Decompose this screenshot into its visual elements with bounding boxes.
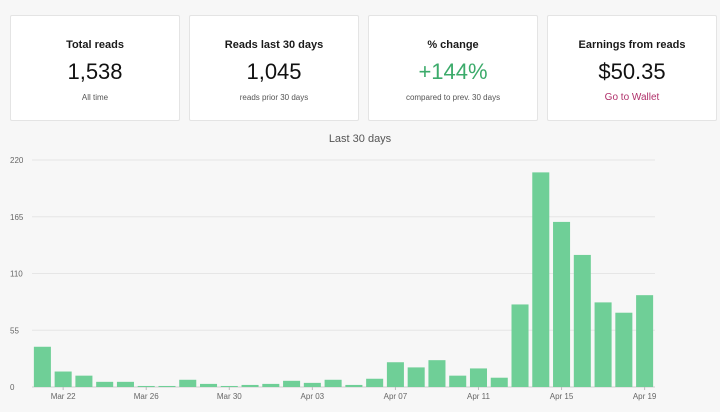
bar[interactable] [594,302,612,387]
bar[interactable] [75,375,93,387]
y-tick-label: 55 [10,326,19,335]
bar[interactable] [490,377,508,387]
bar[interactable] [449,375,467,387]
y-tick-label: 110 [10,270,23,279]
reads-last-30-days-card: Reads last 30 days 1,045 reads prior 30 … [189,15,359,121]
bar[interactable] [553,221,571,387]
bar[interactable] [407,367,425,387]
card-subtext: reads prior 30 days [239,93,309,102]
bar[interactable] [220,385,238,387]
total-reads-card: Total reads 1,538 All time [10,15,180,121]
card-value: 1,538 [67,59,123,84]
bar[interactable] [303,382,321,387]
x-tick-label: Mar 30 [217,392,242,401]
bar[interactable] [241,384,259,387]
bar[interactable] [636,295,654,387]
bar[interactable] [116,381,134,387]
bar[interactable] [54,371,72,387]
card-value: $50.35 [598,59,666,84]
bar[interactable] [324,379,342,387]
x-tick-label: Apr 07 [384,392,408,401]
bar[interactable] [262,383,280,387]
bar[interactable] [200,383,218,387]
card-value: 1,045 [246,59,302,84]
bar[interactable] [366,378,384,387]
card-label: % change [427,39,479,51]
y-tick-label: 220 [10,156,24,165]
bar[interactable] [283,380,301,387]
bar[interactable] [345,384,363,387]
x-tick-label: Mar 22 [51,392,76,401]
card-label: Total reads [66,39,124,51]
bar[interactable] [137,385,155,387]
y-tick-label: 0 [10,383,15,392]
card-subtext: compared to prev. 30 days [405,93,501,102]
bar[interactable] [33,346,51,387]
bar[interactable] [573,254,591,387]
bar[interactable] [511,304,529,387]
go-to-wallet-link[interactable]: Go to Wallet [604,92,660,103]
x-tick-label: Apr 19 [633,392,657,401]
chart-grid [32,159,655,388]
bar[interactable] [469,368,487,387]
bar[interactable] [428,360,446,387]
percent-change-card: % change +144% compared to prev. 30 days [368,15,538,121]
x-tick-label: Apr 15 [550,392,574,401]
card-label: Reads last 30 days [224,39,324,51]
bar[interactable] [532,172,550,387]
y-axis-labels: 0 55 110 165 220 [10,156,24,392]
earnings-card: Earnings from reads $50.35 Go to Wallet [547,15,717,121]
x-tick-label: Apr 11 [467,392,491,401]
card-value: +144% [418,59,488,84]
y-tick-label: 165 [10,213,24,222]
card-label: Earnings from reads [578,39,686,51]
reads-bar-chart: 0 55 110 165 220 Mar 22 Mar 26 Mar 30 Apr 03 Apr… [10,156,657,401]
bar[interactable] [158,385,176,387]
bar[interactable] [179,379,197,387]
chart-bars [33,172,654,387]
bar[interactable] [96,381,114,387]
x-axis-labels: Mar 22 Mar 26 Mar 30 Apr 03 Apr 07 Apr 11 Apr … [51,387,657,401]
bar[interactable] [386,362,404,387]
x-tick-label: Apr 03 [301,392,325,401]
bar[interactable] [615,312,633,387]
card-subtext: All time [81,93,109,102]
x-tick-label: Mar 26 [134,392,159,401]
stats-cards: Total reads 1,538 All time Reads last 30… [0,0,720,124]
chart-title: Last 30 days [328,133,392,145]
